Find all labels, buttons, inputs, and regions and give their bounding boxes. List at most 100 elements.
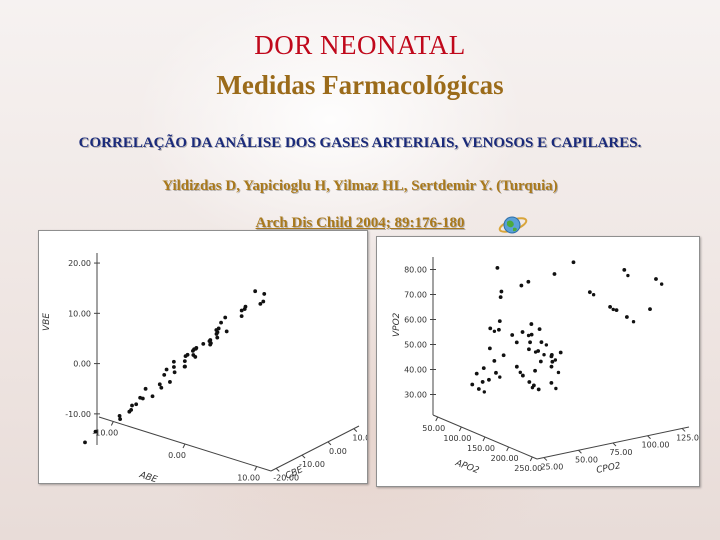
data-point bbox=[542, 353, 546, 357]
data-point bbox=[143, 386, 148, 391]
cbe-tick bbox=[353, 428, 358, 433]
data-point bbox=[488, 326, 493, 331]
data-point bbox=[140, 396, 145, 401]
data-point bbox=[533, 368, 537, 373]
data-point bbox=[498, 375, 502, 379]
data-point bbox=[536, 387, 541, 392]
data-point bbox=[526, 333, 531, 338]
data-point bbox=[514, 340, 519, 345]
data-point bbox=[216, 326, 221, 331]
cbe-tick-label: -20.00 bbox=[273, 473, 299, 482]
data-point bbox=[159, 385, 164, 390]
data-point bbox=[526, 279, 531, 284]
data-point bbox=[208, 338, 213, 342]
data-point bbox=[208, 342, 213, 347]
data-point bbox=[527, 347, 531, 352]
data-point bbox=[549, 364, 554, 369]
cbe-tick bbox=[327, 441, 332, 446]
cpo2-tick bbox=[578, 449, 582, 454]
apo2-tick bbox=[482, 436, 486, 442]
data-point bbox=[659, 282, 664, 286]
data-point bbox=[544, 343, 549, 347]
data-point bbox=[182, 359, 187, 364]
cpo2-tick-label: 25.00 bbox=[540, 463, 563, 472]
cpo2-tick bbox=[681, 428, 686, 432]
data-point bbox=[556, 370, 561, 375]
apo2-tick-label: 200.00 bbox=[491, 454, 519, 463]
data-point bbox=[172, 370, 177, 375]
data-point bbox=[494, 370, 498, 375]
apo2-tick bbox=[458, 426, 462, 432]
data-point bbox=[481, 366, 486, 371]
cbe-tick-label: 10.00 bbox=[352, 434, 367, 443]
cpo2-axis-label: CPO2 bbox=[596, 461, 622, 476]
cpo2-tick-label: 125.00 bbox=[676, 433, 699, 442]
data-point bbox=[614, 308, 619, 313]
data-point bbox=[608, 304, 612, 309]
citation-link[interactable]: Arch Dis Child 2004; 89:176-180 bbox=[255, 215, 465, 231]
data-point bbox=[118, 417, 123, 422]
abe-tick-label: 0.00 bbox=[168, 451, 186, 460]
data-point bbox=[624, 315, 629, 319]
data-point bbox=[514, 364, 519, 369]
data-point bbox=[496, 327, 501, 332]
data-point bbox=[182, 364, 187, 369]
data-point bbox=[539, 340, 544, 345]
data-point bbox=[549, 381, 554, 385]
data-point bbox=[549, 352, 554, 357]
data-point bbox=[130, 403, 134, 408]
data-point bbox=[498, 295, 503, 300]
data-point bbox=[470, 382, 475, 387]
vertical-tick-label: 70.00 bbox=[404, 291, 427, 300]
data-point bbox=[527, 380, 532, 384]
data-point bbox=[171, 359, 176, 364]
data-point bbox=[93, 429, 98, 434]
cbe-tick-label: -10.00 bbox=[299, 460, 325, 469]
data-point bbox=[519, 283, 524, 288]
apo2-tick-label: 150.00 bbox=[467, 444, 495, 453]
cpo2-tick bbox=[543, 457, 548, 461]
vertical-tick-label: 60.00 bbox=[404, 316, 427, 325]
page-title: DOR NEONATAL bbox=[254, 30, 466, 60]
apo2-tick bbox=[435, 416, 439, 422]
data-point bbox=[550, 359, 555, 364]
apo2-tick bbox=[529, 456, 533, 462]
data-point bbox=[510, 333, 515, 337]
vertical-axis-label: VBE bbox=[42, 313, 52, 331]
data-point bbox=[626, 273, 630, 278]
data-point bbox=[201, 341, 206, 346]
vertical-axis-label: VPO2 bbox=[392, 312, 402, 337]
data-point bbox=[243, 304, 248, 309]
vertical-tick-label: 80.00 bbox=[404, 266, 427, 275]
study-authors: Yildizdas D, Yapicioglu H, Yilmaz HL, Se… bbox=[162, 178, 558, 194]
data-point bbox=[530, 385, 535, 390]
data-point bbox=[518, 370, 522, 375]
data-point bbox=[480, 380, 485, 384]
data-point bbox=[499, 289, 504, 294]
cbe-tick-label: 0.00 bbox=[329, 447, 347, 456]
page-subtitle: Medidas Farmacológicas bbox=[216, 70, 504, 100]
data-point bbox=[482, 390, 487, 394]
apo2-tick-label: 250.00 bbox=[514, 464, 542, 473]
data-point bbox=[476, 387, 481, 391]
chart-vpo2-apo2-cpo2: 80.0070.0060.0050.0040.0030.00VPO250.001… bbox=[392, 257, 699, 476]
cbe-axis bbox=[270, 425, 360, 472]
data-point bbox=[520, 373, 525, 378]
data-point bbox=[215, 335, 220, 340]
abe-tick-label: -10.00 bbox=[92, 429, 118, 438]
data-point bbox=[262, 292, 267, 296]
data-point bbox=[487, 346, 492, 351]
data-point bbox=[497, 319, 502, 324]
data-point bbox=[157, 382, 162, 387]
data-point bbox=[162, 372, 167, 377]
data-point bbox=[654, 277, 658, 281]
data-point bbox=[261, 299, 266, 304]
abe-axis-label: ABE bbox=[137, 470, 158, 483]
data-point bbox=[193, 355, 198, 359]
globe-icon[interactable] bbox=[498, 212, 528, 238]
abe-tick-label: 10.00 bbox=[237, 474, 260, 483]
vertical-tick-label: 20.00 bbox=[68, 259, 91, 268]
cpo2-tick-label: 50.00 bbox=[575, 455, 598, 464]
data-point bbox=[193, 346, 198, 351]
data-point bbox=[219, 320, 223, 325]
